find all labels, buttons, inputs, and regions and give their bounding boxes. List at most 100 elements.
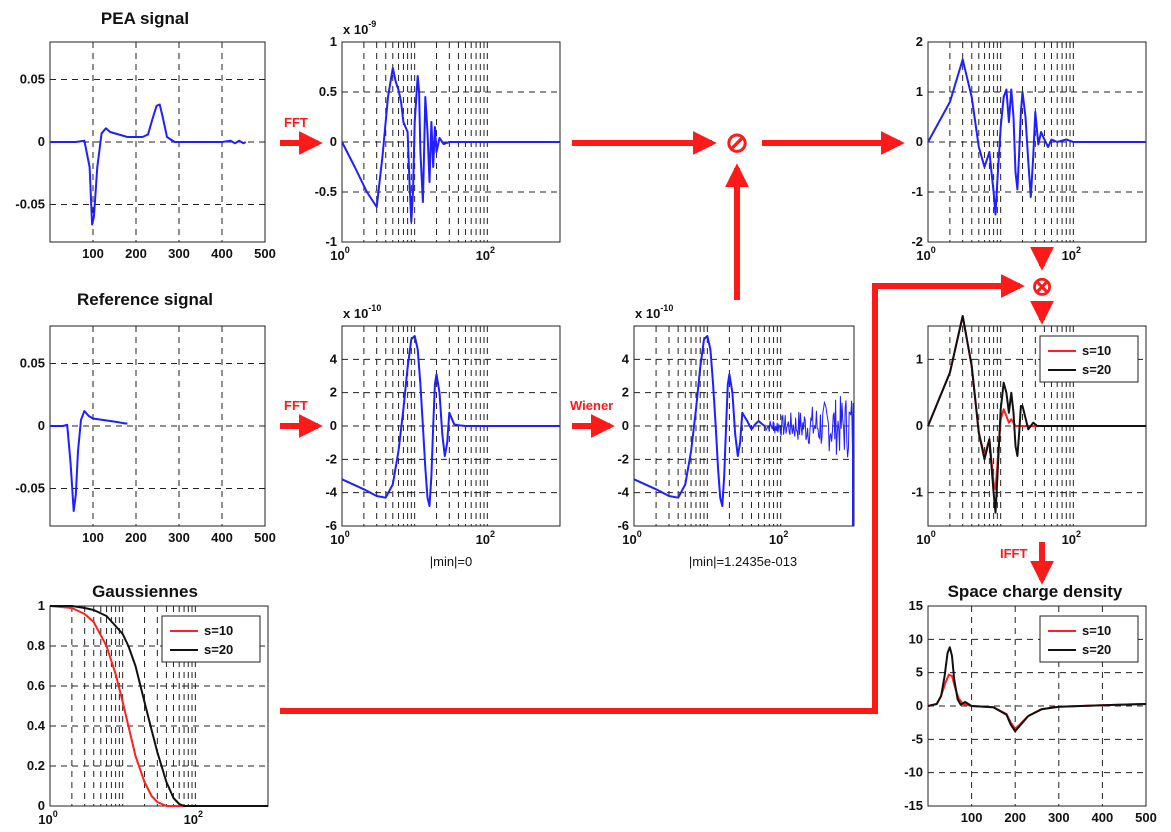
divide-operator-icon: ⊘ xyxy=(725,127,748,158)
filtered-plot: 1 0 -1 100 102 s=10 s=20 xyxy=(911,315,1147,547)
ratio-series-1 xyxy=(927,58,1146,216)
reference-signal-y-tick: 0 xyxy=(38,418,45,433)
fft-label-pea: FFT xyxy=(284,115,308,130)
ratio-y-tick: 2 xyxy=(916,34,923,49)
gaussiennes-series-1 xyxy=(49,605,268,807)
space-charge-legend-label: s=20 xyxy=(1082,642,1111,657)
ref-fft-x-tick: 102 xyxy=(476,529,495,547)
space-charge-y-tick: 0 xyxy=(916,698,923,713)
reference-signal-y-tick: 0.05 xyxy=(20,356,45,371)
wiener-multiplier: x 10-10 xyxy=(635,303,673,321)
pea-signal-y-tick: -0.05 xyxy=(15,197,45,212)
reference-signal-x-tick: 200 xyxy=(125,530,147,545)
filtered-x-tick: 100 xyxy=(916,529,935,547)
filtered-legend-label: s=10 xyxy=(1082,343,1111,358)
multiply-operator-icon: ⊗ xyxy=(1031,271,1053,301)
reference-signal-x-tick: 500 xyxy=(254,530,276,545)
pea-fft-y-tick: 0.5 xyxy=(319,84,337,99)
pea-fft-y-tick: 0 xyxy=(330,134,337,149)
ratio-y-tick: -1 xyxy=(911,184,923,199)
space-charge-legend: s=10 s=20 xyxy=(1039,615,1139,663)
pea-fft-x-tick: 102 xyxy=(476,245,495,263)
ifft-label: IFFT xyxy=(1000,546,1027,561)
space-charge-y-tick: 15 xyxy=(909,598,923,613)
svg-text:x 10-10: x 10-10 xyxy=(635,303,673,321)
wiener-x-tick: 102 xyxy=(769,529,788,547)
ref-fft-y-tick: 2 xyxy=(330,385,337,400)
reference-signal-x-tick: 300 xyxy=(168,530,190,545)
gaussiennes-y-tick: 0.6 xyxy=(27,678,45,693)
gaussiennes-series-2 xyxy=(50,605,268,807)
pea-fft-y-tick: -1 xyxy=(325,234,337,249)
ratio-y-tick: 1 xyxy=(916,84,923,99)
filtered-legend: s=10 s=20 xyxy=(1039,335,1139,383)
space-charge-series-2 xyxy=(927,646,1147,733)
fft-label-ref: FFT xyxy=(284,398,308,413)
reference-signal-frame xyxy=(49,325,266,527)
ref-fft-x-tick: 100 xyxy=(330,529,349,547)
ref-fft-y-tick: 0 xyxy=(330,418,337,433)
wiener-y-tick: 4 xyxy=(622,351,630,366)
gaussiennes-legend-label: s=20 xyxy=(204,642,233,657)
wiener-series-1 xyxy=(633,335,766,507)
space-charge-plot: 15 10 5 0 -5 -10 -15 100 200 300 400 500 s=10 s=20 xyxy=(904,598,1157,825)
ref-fft-multiplier: x 10-10 xyxy=(343,303,381,321)
min-note-ref-fft: |min|=0 xyxy=(430,554,473,569)
space-charge-y-tick: -5 xyxy=(911,731,923,746)
space-charge-y-tick: 5 xyxy=(916,665,923,680)
filtered-series-2 xyxy=(927,315,1146,514)
ref-fft-y-tick: -4 xyxy=(325,485,337,500)
svg-text:x 10-10: x 10-10 xyxy=(343,303,381,321)
space-charge-x-tick: 500 xyxy=(1135,810,1157,825)
filtered-y-tick: 1 xyxy=(916,351,923,366)
reference-signal-series-1 xyxy=(50,410,128,512)
pea-signal-plot: 0.05 0 -0.05 100 200 300 400 500 xyxy=(15,41,276,261)
gaussiennes-y-tick: 0 xyxy=(38,798,45,813)
wiener-y-tick: -4 xyxy=(617,485,629,500)
gaussiennes-legend-box xyxy=(161,615,261,663)
space-charge-y-tick: -10 xyxy=(904,765,923,780)
gaussiennes-legend: s=10 s=20 xyxy=(161,615,261,663)
pea-signal-y-tick: 0.05 xyxy=(20,72,45,87)
pea-signal-x-tick: 400 xyxy=(211,246,233,261)
ref-fft-y-tick: 4 xyxy=(330,351,338,366)
space-charge-x-tick: 100 xyxy=(961,810,983,825)
filtered-y-tick: 0 xyxy=(916,418,923,433)
ratio-x-tick: 102 xyxy=(1062,245,1081,263)
arrow-gaussian-path xyxy=(280,274,1025,714)
ratio-y-tick: -2 xyxy=(911,234,923,249)
wiener-label: Wiener xyxy=(570,398,613,413)
space-charge-x-tick: 200 xyxy=(1004,810,1026,825)
svg-text:x 10-9: x 10-9 xyxy=(343,19,376,37)
space-charge-legend-label: s=10 xyxy=(1082,623,1111,638)
min-note-wiener: |min|=1.2435e-013 xyxy=(689,554,797,569)
reference-signal-plot: 0.05 0 -0.05 100 200 300 400 500 xyxy=(15,325,276,545)
filtered-y-tick: -1 xyxy=(911,485,923,500)
ratio-y-tick: 0 xyxy=(916,134,923,149)
pea-signal-x-tick: 300 xyxy=(168,246,190,261)
wiener-y-tick: -2 xyxy=(617,451,629,466)
gaussiennes-x-tick: 100 xyxy=(38,809,57,827)
gaussiennes-y-tick: 0.2 xyxy=(27,758,45,773)
ref-fft-y-tick: -6 xyxy=(325,518,337,533)
pea-signal-x-tick: 500 xyxy=(254,246,276,261)
filtered-legend-box xyxy=(1039,335,1139,383)
reference-signal-title: Reference signal xyxy=(77,290,213,309)
pea-signal-y-tick: 0 xyxy=(38,134,45,149)
ratio-x-tick: 100 xyxy=(916,245,935,263)
wiener-x-tick: 100 xyxy=(622,529,641,547)
pea-fft-y-tick: -0.5 xyxy=(315,184,337,199)
gaussiennes-title: Gaussiennes xyxy=(92,582,198,601)
space-charge-y-tick: 10 xyxy=(909,631,923,646)
space-charge-x-tick: 300 xyxy=(1048,810,1070,825)
reference-signal-x-tick: 400 xyxy=(211,530,233,545)
gaussiennes-y-tick: 0.4 xyxy=(27,718,46,733)
pea-signal-series-1 xyxy=(50,103,247,226)
wiener-y-tick: -6 xyxy=(617,518,629,533)
pea-fft-x-tick: 100 xyxy=(330,245,349,263)
